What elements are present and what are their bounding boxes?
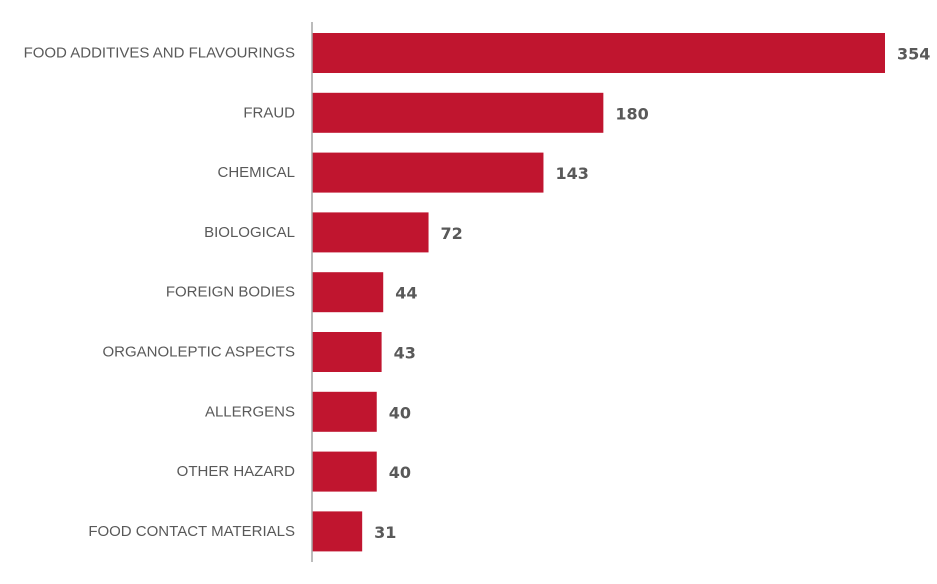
value-labels: 354 180 143 72 44 43 40 40 31 [374, 45, 930, 542]
category-tick-label: FOOD CONTACT MATERIALS [88, 523, 295, 540]
bar [312, 511, 363, 552]
bar-value-label: 40 [389, 463, 411, 482]
bar-group [312, 33, 885, 552]
category-tick-label: FOOD ADDITIVES AND FLAVOURINGS [24, 45, 295, 62]
bar [312, 33, 885, 73]
bar-value-label: 43 [394, 344, 416, 363]
bar [312, 391, 377, 432]
category-tick-label: ALLERGENS [205, 403, 295, 420]
bar-value-label: 31 [374, 523, 396, 542]
bar [312, 272, 384, 313]
category-tick-label: ORGANOLEPTIC ASPECTS [102, 344, 295, 361]
category-tick-label: BIOLOGICAL [204, 224, 295, 241]
bar [312, 212, 429, 253]
bar-value-label: 180 [615, 104, 648, 123]
bar [312, 332, 382, 372]
category-tick-label: FOREIGN BODIES [166, 284, 295, 301]
bar-value-label: 44 [395, 284, 417, 303]
bar [312, 92, 604, 133]
bar-value-label: 40 [389, 403, 411, 422]
category-tick-label: CHEMICAL [217, 164, 295, 181]
category-labels: FOOD ADDITIVES AND FLAVOURINGS FRAUD CHEMI… [24, 45, 296, 540]
category-tick-label: FRAUD [243, 104, 295, 121]
bar-value-label: 354 [897, 45, 930, 64]
bar-value-label: 72 [441, 224, 463, 243]
category-tick-label: OTHER HAZARD [177, 463, 296, 480]
bar [312, 152, 544, 193]
bar-value-label: 143 [555, 164, 588, 183]
bar [312, 451, 377, 492]
